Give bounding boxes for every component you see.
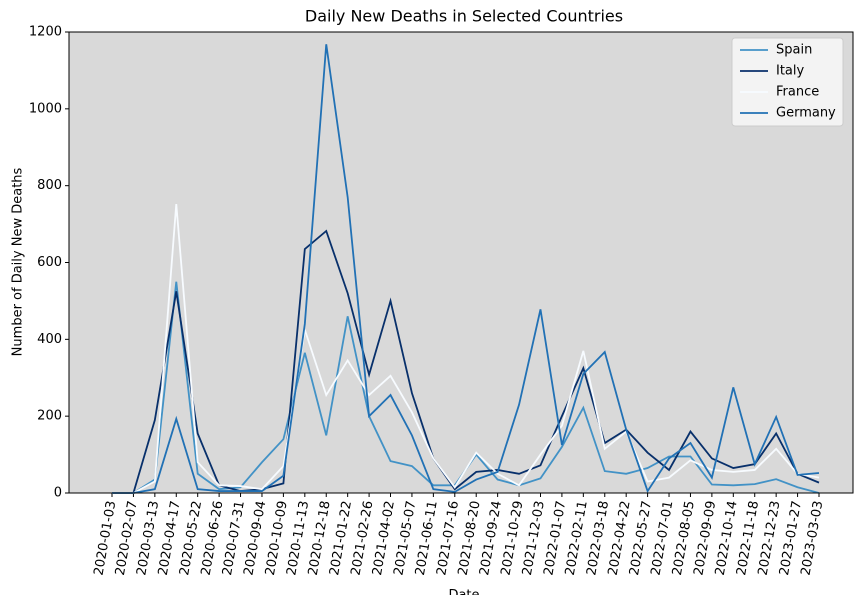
y-tick-label: 800	[37, 178, 62, 193]
y-axis-label: Number of Daily New Deaths	[11, 167, 26, 356]
x-axis-label: Date	[448, 588, 479, 595]
series-line	[112, 204, 820, 494]
legend-label: Italy	[776, 64, 805, 79]
chart-title: Daily New Deaths in Selected Countries	[305, 7, 623, 26]
y-tick-label: 400	[37, 332, 62, 347]
y-tick-label: 1000	[29, 101, 62, 116]
y-tick-label: 0	[54, 486, 62, 501]
legend-label: France	[776, 85, 819, 100]
plot-frame	[68, 31, 854, 494]
y-tick-label: 200	[37, 409, 62, 424]
series-line	[112, 44, 820, 494]
legend-label: Spain	[776, 43, 812, 58]
legend-box	[731, 37, 844, 127]
y-tick-label: 600	[37, 255, 62, 270]
plot-area	[69, 32, 853, 493]
legend-label: Germany	[776, 106, 836, 121]
series-line	[112, 229, 820, 494]
y-tick-label: 1200	[29, 25, 62, 40]
